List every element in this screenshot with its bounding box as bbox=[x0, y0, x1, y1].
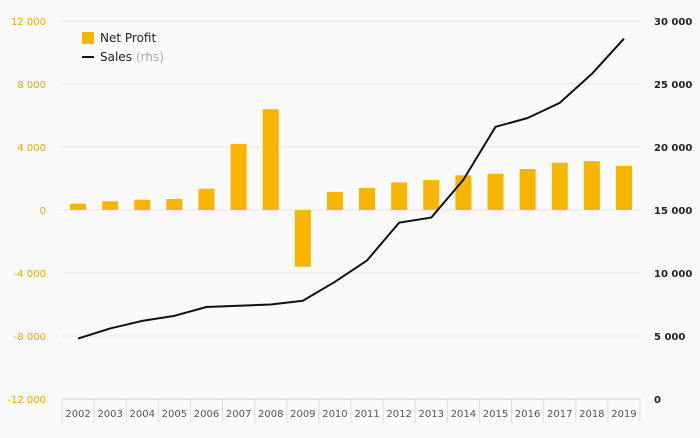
bar-net-profit bbox=[519, 169, 536, 210]
y-right-tick-label: 25 000 bbox=[654, 80, 692, 91]
y-left-tick-label: -12 000 bbox=[7, 395, 46, 406]
x-tick-label: 2010 bbox=[322, 409, 347, 420]
x-tick-label: 2016 bbox=[515, 409, 540, 420]
x-tick-label: 2017 bbox=[547, 409, 572, 420]
bar-net-profit bbox=[615, 165, 632, 210]
y-left-tick-label: 12 000 bbox=[11, 17, 46, 28]
bar-net-profit bbox=[70, 203, 87, 210]
x-tick-label: 2005 bbox=[162, 409, 187, 420]
legend-swatch-line bbox=[82, 55, 94, 58]
bar-net-profit bbox=[230, 143, 247, 210]
x-tick-label: 2009 bbox=[290, 409, 315, 420]
legend-swatch-bar bbox=[82, 31, 94, 44]
x-tick-label: 2019 bbox=[611, 409, 636, 420]
bar-net-profit bbox=[262, 109, 279, 210]
x-tick-label: 2008 bbox=[258, 409, 283, 420]
bar-net-profit bbox=[487, 173, 504, 210]
x-tick-label: 2006 bbox=[194, 409, 219, 420]
x-tick-label: 2018 bbox=[579, 409, 604, 420]
bar-net-profit bbox=[391, 182, 408, 210]
bar-net-profit bbox=[326, 191, 343, 210]
x-tick-label: 2007 bbox=[226, 409, 251, 420]
bar-net-profit bbox=[102, 201, 119, 210]
x-tick-label: 2003 bbox=[97, 409, 122, 420]
legend-item-sales: Sales (rhs) bbox=[82, 47, 164, 66]
x-tick-label: 2011 bbox=[354, 409, 379, 420]
x-tick-label: 2013 bbox=[419, 409, 444, 420]
legend-label-sales-suffix: (rhs) bbox=[135, 49, 164, 64]
bar-net-profit bbox=[134, 199, 151, 210]
y-right-tick-label: 10 000 bbox=[654, 269, 692, 280]
bar-net-profit bbox=[583, 161, 600, 210]
bar-net-profit bbox=[359, 187, 376, 210]
legend: Net Profit Sales (rhs) bbox=[82, 28, 164, 66]
bar-net-profit bbox=[166, 198, 183, 210]
line-sales bbox=[77, 37, 625, 340]
y-right-tick-label: 30 000 bbox=[654, 17, 692, 28]
x-tick-label: 2012 bbox=[386, 409, 411, 420]
y-left-tick-label: -8 000 bbox=[14, 332, 46, 343]
x-tick-label: 2014 bbox=[451, 409, 476, 420]
legend-item-net-profit: Net Profit bbox=[82, 28, 164, 47]
legend-label-sales: Sales bbox=[100, 49, 132, 64]
legend-label-net-profit: Net Profit bbox=[100, 30, 157, 45]
bar-net-profit bbox=[423, 180, 440, 210]
bar-net-profit bbox=[294, 210, 311, 267]
bar-net-profit bbox=[198, 188, 215, 210]
y-right-tick-label: 15 000 bbox=[654, 206, 692, 217]
bar-net-profit bbox=[551, 162, 568, 210]
x-tick-label: 2004 bbox=[130, 409, 155, 420]
y-right-tick-label: 0 bbox=[654, 395, 661, 406]
y-right-tick-label: 5 000 bbox=[654, 332, 685, 343]
x-tick-label: 2015 bbox=[483, 409, 508, 420]
y-left-tick-label: -4 000 bbox=[14, 269, 46, 280]
y-left-tick-label: 0 bbox=[40, 206, 46, 217]
y-left-tick-label: 8 000 bbox=[17, 80, 46, 91]
x-tick-label: 2002 bbox=[65, 409, 90, 420]
y-right-tick-label: 20 000 bbox=[654, 143, 692, 154]
y-left-tick-label: 4 000 bbox=[17, 143, 46, 154]
